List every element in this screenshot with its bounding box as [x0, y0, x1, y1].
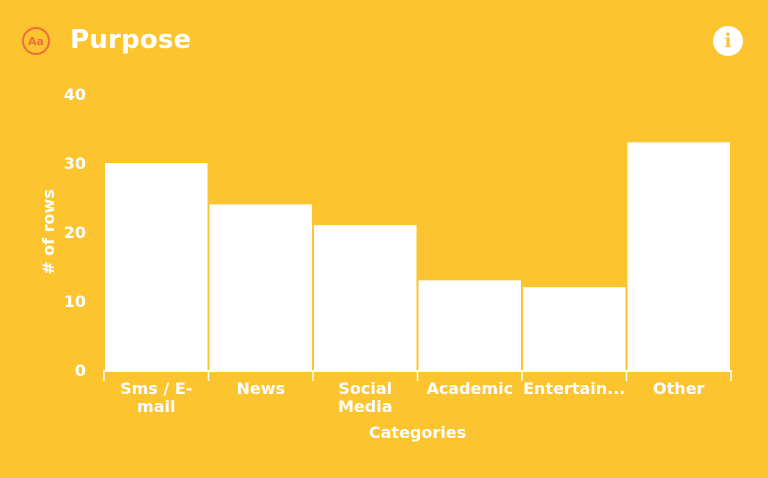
- x-category-label-line: Entertain...: [523, 379, 625, 398]
- x-category-label: Sms / E-mail: [120, 379, 192, 416]
- x-category-label-line: Academic: [426, 379, 513, 398]
- x-category-label: Social Media: [338, 379, 393, 416]
- y-axis-title: # of rows: [39, 189, 58, 275]
- y-tick-label: 20: [64, 223, 86, 242]
- y-tick-label: 30: [64, 154, 86, 173]
- x-category-label-line: Media: [338, 397, 393, 416]
- x-axis-title: Categories: [369, 423, 466, 442]
- x-axis-labels: Sms / E-mail News Social Media Academic Enter…: [120, 379, 704, 416]
- x-category-label: News: [236, 379, 285, 398]
- text-type-icon: Aa: [22, 27, 50, 55]
- x-category-label: Entertain...: [523, 379, 625, 398]
- y-tick-label: 0: [75, 361, 86, 380]
- chart-title: Purpose: [70, 25, 192, 55]
- x-category-label: Academic: [426, 379, 513, 398]
- y-axis-ticks: 0 10 20 30 40: [64, 85, 86, 380]
- bar[interactable]: [627, 142, 731, 370]
- x-category-label: Other: [653, 379, 704, 398]
- chart-header: Aa Purpose i: [0, 0, 768, 80]
- bar[interactable]: [209, 204, 313, 370]
- x-category-label-line: Other: [653, 379, 704, 398]
- bars: [105, 142, 730, 370]
- x-axis: [103, 370, 732, 381]
- bar[interactable]: [523, 287, 626, 370]
- bar[interactable]: [314, 225, 417, 370]
- bar[interactable]: [418, 280, 522, 370]
- x-category-label-line: Sms / E-: [120, 379, 192, 398]
- x-category-label-line: mail: [137, 397, 175, 416]
- y-tick-label: 40: [64, 85, 86, 104]
- y-tick-label: 10: [64, 292, 86, 311]
- x-category-label-line: News: [236, 379, 285, 398]
- x-category-label-line: Social: [338, 379, 392, 398]
- bar[interactable]: [105, 163, 208, 370]
- info-icon[interactable]: i: [713, 26, 743, 56]
